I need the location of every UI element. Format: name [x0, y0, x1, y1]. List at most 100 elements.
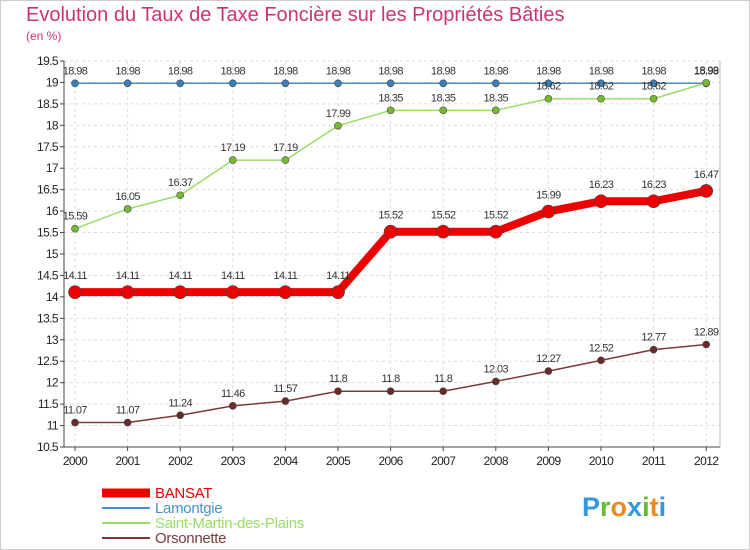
- data-point: [491, 377, 500, 386]
- data-label: 16.05: [115, 191, 140, 203]
- data-label: 11.8: [434, 373, 453, 385]
- data-point: [544, 79, 553, 88]
- series-orsonnette: [71, 340, 711, 427]
- x-tick-label: 2005: [326, 454, 351, 468]
- y-tick-label: 19: [46, 75, 59, 89]
- data-label: 14.11: [63, 270, 87, 282]
- data-point: [649, 79, 658, 88]
- legend: BANSATLamontgieSaint-Martin-des-PlainsOr…: [102, 485, 304, 547]
- data-label: 12.27: [536, 353, 561, 365]
- data-label: 12.89: [694, 326, 719, 338]
- y-tick-label: 11: [47, 419, 59, 433]
- y-tick-label: 12: [46, 376, 59, 390]
- data-label: 11.8: [329, 373, 348, 385]
- data-label: 18.35: [378, 92, 403, 104]
- logo-letter: i: [659, 492, 667, 522]
- data-point: [229, 79, 237, 88]
- data-label: 14.11: [116, 270, 140, 282]
- proxiti-logo: Proxiti: [582, 492, 666, 522]
- x-tick-label: 2001: [115, 454, 140, 468]
- data-point: [597, 79, 605, 88]
- x-tick-label: 2010: [589, 454, 614, 468]
- data-label: 18.62: [641, 81, 666, 93]
- data-label: 11.07: [116, 405, 140, 417]
- y-tick-label: 19.5: [37, 54, 59, 68]
- data-label: 15.52: [431, 210, 456, 222]
- y-tick-label: 10.5: [37, 440, 59, 454]
- data-point: [123, 418, 132, 427]
- data-point: [597, 356, 605, 365]
- data-label: 11.46: [221, 388, 245, 400]
- data-point: [488, 224, 503, 239]
- x-tick-label: 2002: [168, 454, 193, 468]
- y-tick-label: 14: [46, 290, 59, 304]
- data-point: [386, 79, 395, 88]
- series-saint-martin-des-plains: [71, 79, 711, 233]
- data-label: 18.98: [221, 65, 246, 77]
- data-point: [649, 94, 658, 103]
- data-point: [334, 121, 342, 130]
- y-tick-label: 17.5: [37, 140, 59, 154]
- data-point: [544, 94, 553, 103]
- data-point: [439, 106, 448, 115]
- series-lamontgie: [71, 79, 711, 88]
- data-point: [331, 285, 345, 299]
- data-label: 18.98: [326, 65, 351, 77]
- data-point: [386, 387, 395, 396]
- data-point: [439, 79, 448, 88]
- y-tick-label: 15.5: [37, 226, 59, 240]
- data-label: 17.99: [326, 108, 351, 120]
- data-label: 18.99: [694, 65, 719, 77]
- y-tick-label: 16: [46, 204, 59, 218]
- data-label: 14.11: [221, 270, 245, 282]
- legend-label: BANSAT: [155, 485, 212, 502]
- x-tick-labels: 2000 2001 2002 2003 2004 2005 2006 2007 2008 2009…: [63, 454, 720, 468]
- data-point: [334, 387, 342, 396]
- data-point: [281, 79, 290, 88]
- data-label: 16.47: [694, 169, 719, 181]
- data-point: [702, 79, 711, 87]
- data-point: [176, 79, 184, 88]
- data-label: 18.98: [536, 65, 561, 77]
- y-tick-label: 15: [46, 247, 59, 261]
- x-tick-label: 2000: [63, 454, 88, 468]
- logo-letter: r: [600, 492, 611, 522]
- data-point: [173, 285, 187, 299]
- data-point: [281, 156, 290, 164]
- data-label: 14.11: [168, 270, 192, 282]
- data-label: 18.98: [431, 65, 456, 77]
- data-label: 11.8: [381, 373, 400, 385]
- logo-letter: t: [650, 492, 659, 522]
- data-point: [597, 94, 605, 103]
- data-point: [386, 106, 395, 115]
- data-label: 12.77: [641, 332, 666, 344]
- data-point: [491, 79, 500, 88]
- data-point: [176, 191, 184, 200]
- y-tick-label: 11.5: [38, 397, 59, 411]
- data-label: 18.98: [168, 65, 193, 77]
- data-label: 18.98: [484, 65, 509, 77]
- y-tick-label: 13: [46, 333, 59, 347]
- x-tick-label: 2012: [694, 454, 719, 468]
- data-label: 18.62: [536, 81, 561, 93]
- series-bansat: [68, 184, 714, 299]
- data-point: [699, 184, 714, 198]
- data-point: [491, 106, 500, 115]
- data-label: 16.23: [641, 179, 666, 191]
- logo-text: Proxiti: [582, 492, 666, 522]
- data-label: 14.11: [326, 270, 350, 282]
- data-label: 15.59: [63, 211, 88, 223]
- data-label: 11.07: [63, 405, 87, 417]
- data-point: [71, 224, 79, 233]
- data-point: [334, 79, 342, 88]
- data-point: [71, 418, 79, 427]
- chart-subtitle: (en %): [26, 29, 62, 43]
- data-point: [278, 285, 293, 299]
- y-tick-label: 16.5: [37, 183, 59, 197]
- data-point: [226, 285, 240, 299]
- x-tick-label: 2007: [431, 454, 456, 468]
- y-tick-labels: 10.5 11 11.5 12 12.5 13 13.5 14 14.5 15 15.5 16 16.5…: [37, 54, 59, 454]
- x-tick-label: 2008: [484, 454, 509, 468]
- data-label: 14.11: [274, 270, 298, 282]
